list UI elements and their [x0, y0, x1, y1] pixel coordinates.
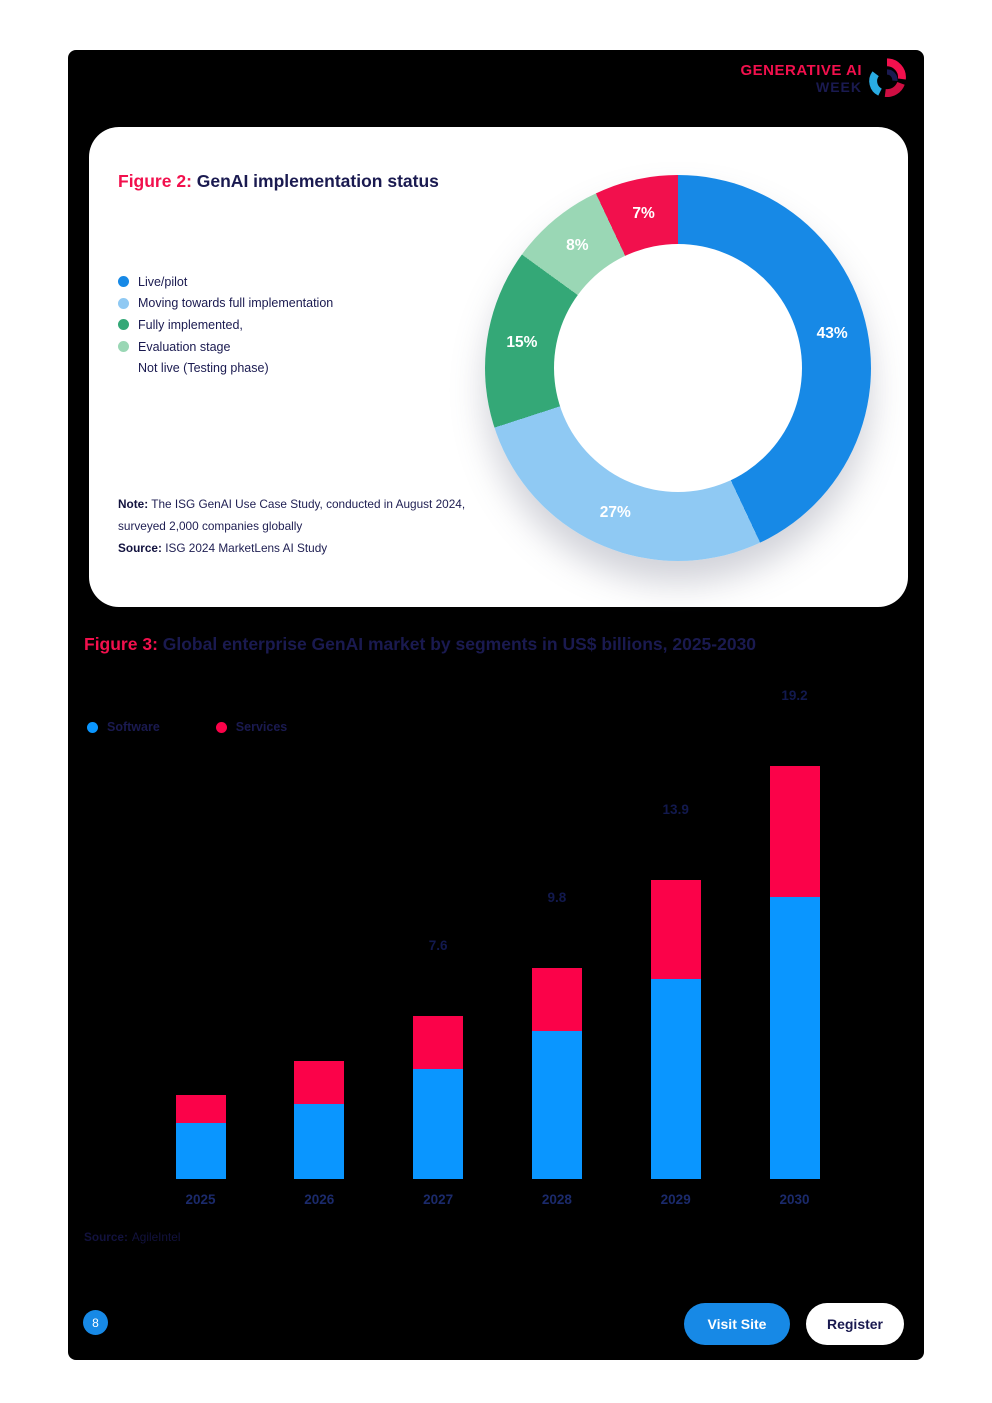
brand-name: GENERATIVE AI — [740, 62, 862, 80]
brand-logo-text: GENERATIVE AI WEEK — [740, 63, 862, 95]
donut-value-label: 8% — [566, 237, 589, 255]
register-button[interactable]: Register — [806, 1303, 904, 1345]
legend-item-evaluation-stage: Evaluation stage — [118, 336, 333, 358]
bar-total-label: 13.9 — [662, 802, 689, 817]
bar-segment-software — [531, 1030, 582, 1179]
bar-segment-software — [413, 1069, 464, 1179]
figure2-title-prefix: Figure 2: — [118, 171, 192, 191]
figure2-card: Figure 2: GenAI implementation status Li… — [89, 127, 908, 607]
legend-dot — [215, 721, 227, 733]
bar-total-label: 9.8 — [547, 890, 567, 906]
donut-value-label: 7% — [632, 204, 655, 222]
page-number-badge: 8 — [83, 1310, 108, 1335]
legend-dot — [118, 297, 129, 309]
figure3-legend: Software Services — [87, 719, 287, 735]
legend-item-moving-towards: Moving towards full implementation — [118, 293, 333, 315]
source-label: Source: — [84, 1230, 128, 1244]
legend-item-software: Software — [87, 719, 160, 735]
legend-label: Not live (Testing phase) — [138, 361, 269, 376]
visit-site-button[interactable]: Visit Site — [684, 1303, 790, 1345]
brand-logo: GENERATIVE AI WEEK — [740, 56, 908, 102]
legend-label: Evaluation stage — [138, 339, 231, 354]
x-axis-label: 2028 — [541, 1192, 572, 1207]
brand-subname: WEEK — [816, 78, 862, 95]
legend-item-fully-implemented: Fully implemented, — [118, 314, 333, 336]
bar-segment-software — [769, 897, 820, 1179]
figure2-legend: Live/pilot Moving towards full implement… — [118, 271, 333, 379]
bar-2027 — [413, 1015, 464, 1179]
bar-total-label: 7.6 — [428, 937, 448, 953]
bar-segment-services — [769, 766, 820, 898]
x-axis-label: 2027 — [423, 1192, 454, 1207]
bar-segment-software — [650, 978, 701, 1179]
donut-hole — [554, 244, 802, 492]
figure2-source: Source: ISG 2024 MarketLens AI Study — [118, 541, 328, 555]
donut-value-label: 15% — [506, 334, 538, 352]
legend-dot — [118, 276, 129, 288]
bar-2025 — [175, 1095, 226, 1179]
x-axis-label: 2025 — [185, 1192, 216, 1207]
figure3-title-prefix: Figure 3: — [84, 634, 158, 654]
donut-value-label: 43% — [816, 324, 848, 342]
note-line2: surveyed 2,000 companies globally — [118, 519, 303, 533]
donut-value-label: 27% — [599, 504, 631, 521]
figure2-title: Figure 2: GenAI implementation status — [118, 171, 439, 192]
legend-label: Fully implemented, — [138, 317, 243, 332]
bar-segment-software — [294, 1103, 345, 1179]
figure2-title-text: GenAI implementation status — [191, 171, 439, 191]
figure3-title-text: Global enterprise GenAI market by segmen… — [157, 634, 757, 654]
donut-chart: 43% 27% 15% 8% 7% — [485, 175, 871, 561]
legend-dot — [118, 341, 129, 353]
bar-total-label: 19.2 — [781, 688, 808, 703]
x-axis-label: 2026 — [304, 1192, 335, 1207]
legend-label: Software — [107, 720, 160, 734]
bar-segment-software — [175, 1123, 226, 1179]
bar-segment-services — [175, 1095, 226, 1124]
x-axis-label: 2029 — [660, 1192, 691, 1207]
x-axis-label: 2030 — [779, 1192, 810, 1207]
brand-swirl-icon — [869, 58, 906, 98]
bar-2030 — [769, 766, 820, 1179]
bar-2029 — [650, 880, 701, 1179]
legend-label: Services — [235, 720, 288, 734]
note-line1: Note: The ISG GenAI Use Case Study, cond… — [118, 497, 466, 511]
bar-2028 — [531, 968, 582, 1179]
legend-label: Moving towards full implementation — [138, 296, 334, 311]
stacked-bar-chart: 2025 2026 7.6 2027 9.8 2028 13.9 2029 19.2 2030 — [108, 688, 898, 1207]
legend-item-live-pilot: Live/pilot — [118, 271, 333, 293]
note-label: Note: — [118, 497, 149, 511]
bar-2026 — [294, 1060, 345, 1179]
legend-dot — [118, 319, 129, 331]
figure2-note: Note: The ISG GenAI Use Case Study, cond… — [118, 493, 465, 559]
legend-item-services: Services — [215, 719, 288, 735]
legend-label: Live/pilot — [138, 274, 188, 289]
bar-segment-services — [650, 880, 701, 979]
figure3-source: Source: AgileIntel — [84, 1230, 181, 1244]
source-label: Source: — [118, 541, 162, 555]
black-panel: GENERATIVE AI WEEK Figure 2: GenAI imple… — [68, 50, 924, 1360]
legend-dot — [87, 721, 98, 733]
legend-item-not-live: Not live (Testing phase) — [118, 357, 333, 379]
bar-segment-services — [294, 1060, 345, 1104]
bar-segment-services — [531, 968, 582, 1031]
bar-segment-services — [413, 1015, 464, 1070]
figure3-title: Figure 3: Global enterprise GenAI market… — [84, 634, 756, 655]
